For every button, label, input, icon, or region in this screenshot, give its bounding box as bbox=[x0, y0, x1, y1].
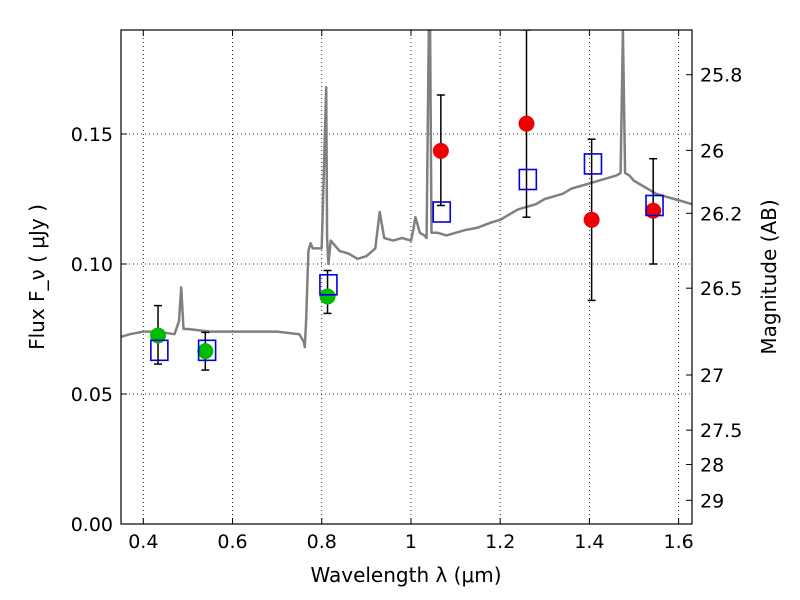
x-tick-label: 0.4 bbox=[128, 531, 158, 553]
y-axis-title: Flux F_ν ( μJy ) bbox=[25, 204, 49, 350]
model-photometry-square bbox=[518, 168, 538, 191]
x-axis-title: Wavelength λ (μm) bbox=[310, 563, 501, 587]
model-photometry-square bbox=[150, 339, 169, 362]
observed-flux-point bbox=[432, 142, 449, 159]
model-photometry-square bbox=[197, 339, 217, 362]
observed-flux-point bbox=[197, 343, 214, 360]
y2-tick-label: 27.5 bbox=[700, 420, 742, 442]
model-spectrum-line bbox=[121, 30, 692, 349]
plot-frame bbox=[120, 29, 693, 525]
y2-tick-label: 27 bbox=[700, 365, 724, 387]
y2-tick-label: 29 bbox=[700, 490, 724, 512]
x-tick-label: 1.4 bbox=[574, 531, 604, 553]
y-tick-label: 0.10 bbox=[71, 254, 113, 276]
observed-flux-point bbox=[583, 211, 600, 228]
axis-ticks: 0.4 0.6 0.8 1 1.2 1.4 1.6 0.00 0.05 0.10 0.15 25.8 2… bbox=[71, 30, 742, 553]
y2-tick-label: 25.8 bbox=[700, 65, 742, 87]
y2-axis-title: Magnitude (AB) bbox=[757, 199, 781, 354]
observed-flux-point bbox=[645, 202, 662, 219]
grid-lines bbox=[121, 30, 692, 525]
y2-tick-label: 26.2 bbox=[700, 203, 742, 225]
x-tick-label: 0.8 bbox=[307, 531, 337, 553]
model-photometry-square bbox=[432, 201, 452, 223]
observed-flux-point bbox=[150, 327, 167, 344]
model-photometry-square bbox=[583, 153, 603, 175]
y-tick-label: 0.05 bbox=[71, 384, 113, 406]
x-tick-label: 1.6 bbox=[664, 531, 694, 553]
model-photometry-square bbox=[645, 194, 664, 217]
y-tick-label: 0.00 bbox=[71, 514, 113, 536]
observed-flux-point bbox=[518, 115, 535, 132]
x-tick-label: 1.2 bbox=[485, 531, 515, 553]
model-photometry-square bbox=[319, 273, 338, 296]
y2-tick-label: 28 bbox=[700, 454, 724, 476]
x-tick-label: 1 bbox=[405, 531, 417, 553]
y-tick-label: 0.15 bbox=[71, 124, 113, 146]
y2-tick-label: 26.5 bbox=[700, 278, 742, 300]
x-tick-label: 0.6 bbox=[217, 531, 247, 553]
plot-area bbox=[121, 30, 692, 371]
observed-flux-point bbox=[319, 288, 336, 305]
y2-tick-label: 26 bbox=[700, 140, 724, 162]
